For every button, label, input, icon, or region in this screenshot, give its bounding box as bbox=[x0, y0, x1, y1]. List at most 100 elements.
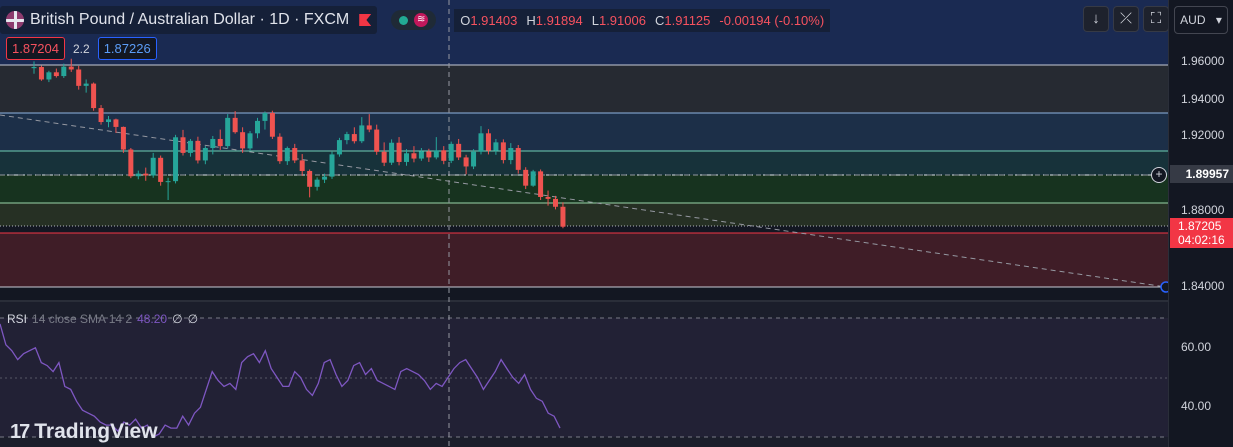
candle-body bbox=[463, 157, 469, 167]
plus-icon: + bbox=[1155, 167, 1163, 181]
candle-body bbox=[441, 150, 447, 161]
candle-body bbox=[329, 154, 335, 177]
market-status[interactable]: ≋ bbox=[391, 10, 437, 30]
candle-body bbox=[195, 140, 201, 161]
rsi-tick: 60.00 bbox=[1181, 340, 1212, 354]
candle-body bbox=[426, 151, 432, 158]
ohlc-close: C1.91125 bbox=[654, 12, 711, 28]
chart-header: British Pound / Australian Dollar · 1D ·… bbox=[0, 6, 831, 34]
rsi-params: 14 close SMA 14 2 bbox=[32, 312, 133, 326]
price-tick: 1.96000 bbox=[1181, 54, 1225, 68]
candle-body bbox=[98, 108, 104, 123]
sell-button[interactable]: 1.87204 bbox=[6, 37, 65, 60]
price-tick: 1.84000 bbox=[1181, 279, 1225, 293]
rsi-value: 48.20 bbox=[137, 312, 168, 326]
rsi-name: RSI bbox=[7, 312, 28, 326]
rsi-tick: 40.00 bbox=[1181, 399, 1212, 413]
ohlc-high: H1.91894 bbox=[526, 12, 583, 28]
market-icon: ≋ bbox=[414, 13, 429, 27]
candle-body bbox=[314, 179, 320, 187]
currency-selector[interactable]: AUD ▾ bbox=[1174, 6, 1228, 34]
candle-body bbox=[255, 120, 260, 134]
fullscreen-icon: ⛶ bbox=[1150, 10, 1162, 27]
price-tick: 1.94000 bbox=[1181, 92, 1225, 106]
candle-body bbox=[374, 129, 380, 152]
candle-body bbox=[46, 72, 52, 80]
candle-body bbox=[485, 133, 491, 151]
candle-body bbox=[143, 173, 149, 176]
candle-body bbox=[165, 181, 171, 183]
collapse-button[interactable]: ⤫ bbox=[1113, 6, 1139, 32]
market-open-dot-icon bbox=[399, 15, 409, 25]
rsi-band bbox=[0, 318, 1168, 437]
trendline-handle[interactable] bbox=[1160, 281, 1168, 293]
candle-body bbox=[247, 133, 253, 149]
candle-body bbox=[217, 138, 223, 147]
candle-body bbox=[269, 112, 275, 137]
tradingview-logo-icon: 17 bbox=[10, 420, 30, 443]
candle-body bbox=[61, 66, 67, 77]
spread-value: 2.2 bbox=[73, 41, 90, 56]
candle-body bbox=[404, 153, 409, 162]
candle-body bbox=[478, 133, 484, 152]
candle-body bbox=[173, 137, 179, 182]
price-axis[interactable] bbox=[1168, 0, 1233, 447]
zone-band-teal bbox=[0, 151, 1168, 175]
candle-body bbox=[389, 142, 395, 163]
ohlc-values: O1.91403 H1.91894 L1.91006 C1.91125 -0.0… bbox=[454, 8, 831, 32]
buy-button[interactable]: 1.87226 bbox=[97, 37, 157, 60]
candle-body bbox=[351, 134, 357, 142]
trendline[interactable] bbox=[0, 114, 1167, 288]
candle-body bbox=[38, 67, 44, 80]
ohlc-change: -0.00194 (-0.10%) bbox=[719, 12, 825, 28]
rsi-na-2: ∅ bbox=[187, 312, 199, 326]
candle-body bbox=[76, 69, 82, 86]
currency-label: AUD bbox=[1180, 13, 1206, 27]
candle-body bbox=[493, 142, 499, 151]
candle-body bbox=[299, 160, 305, 171]
zone-band-red bbox=[0, 233, 1168, 287]
candle-body bbox=[210, 138, 216, 149]
candle-body bbox=[471, 151, 477, 167]
fullscreen-button[interactable]: ⛶ bbox=[1143, 6, 1169, 32]
candle-body bbox=[158, 157, 164, 182]
candle-body bbox=[396, 142, 402, 162]
candle-body bbox=[292, 148, 298, 161]
candle-body bbox=[336, 140, 342, 155]
crosshair-price-label: 1.89957 bbox=[1170, 165, 1233, 183]
collapse-icon: ⤫ bbox=[1119, 10, 1132, 27]
last-price-label: 1.87205 04:02:16 bbox=[1170, 218, 1233, 248]
price-chart[interactable] bbox=[0, 0, 1168, 447]
rsi-line bbox=[0, 323, 561, 438]
candle-body bbox=[150, 157, 156, 176]
candle-body bbox=[411, 153, 417, 159]
zone-band-green bbox=[0, 175, 1168, 203]
rsi-legend[interactable]: RSI 14 close SMA 14 2 48.20 ∅ ∅ bbox=[7, 312, 198, 326]
tradingview-logo[interactable]: 17 TradingView bbox=[10, 420, 158, 444]
flag-marker-icon[interactable] bbox=[359, 14, 372, 26]
candle-body bbox=[120, 126, 126, 150]
zone-band-grey bbox=[0, 203, 1168, 226]
add-alert-button[interactable]: + bbox=[1151, 167, 1167, 183]
gbp-flag-icon bbox=[6, 11, 24, 29]
candle-body bbox=[31, 67, 37, 69]
symbol-title[interactable]: British Pound / Australian Dollar · 1D ·… bbox=[0, 6, 378, 34]
symbol-label: British Pound / Australian Dollar · 1D ·… bbox=[30, 11, 350, 28]
candle-body bbox=[523, 169, 529, 186]
scroll-down-button[interactable]: ↓ bbox=[1083, 6, 1109, 32]
last-price-value: 1.87205 bbox=[1178, 219, 1222, 233]
candle-body bbox=[344, 134, 350, 141]
candle-body bbox=[113, 119, 119, 127]
candle-body bbox=[68, 66, 74, 70]
candle-body bbox=[284, 148, 290, 162]
candle-body bbox=[53, 72, 59, 77]
candle-body bbox=[91, 83, 97, 109]
rsi-na-1: ∅ bbox=[172, 312, 183, 326]
candle-body bbox=[277, 136, 283, 162]
candle-body bbox=[366, 125, 372, 130]
candle-body bbox=[202, 148, 208, 161]
candle-body bbox=[538, 171, 544, 197]
candles-group bbox=[31, 58, 566, 229]
price-tick: 1.92000 bbox=[1181, 128, 1225, 142]
candle-body bbox=[553, 198, 558, 207]
